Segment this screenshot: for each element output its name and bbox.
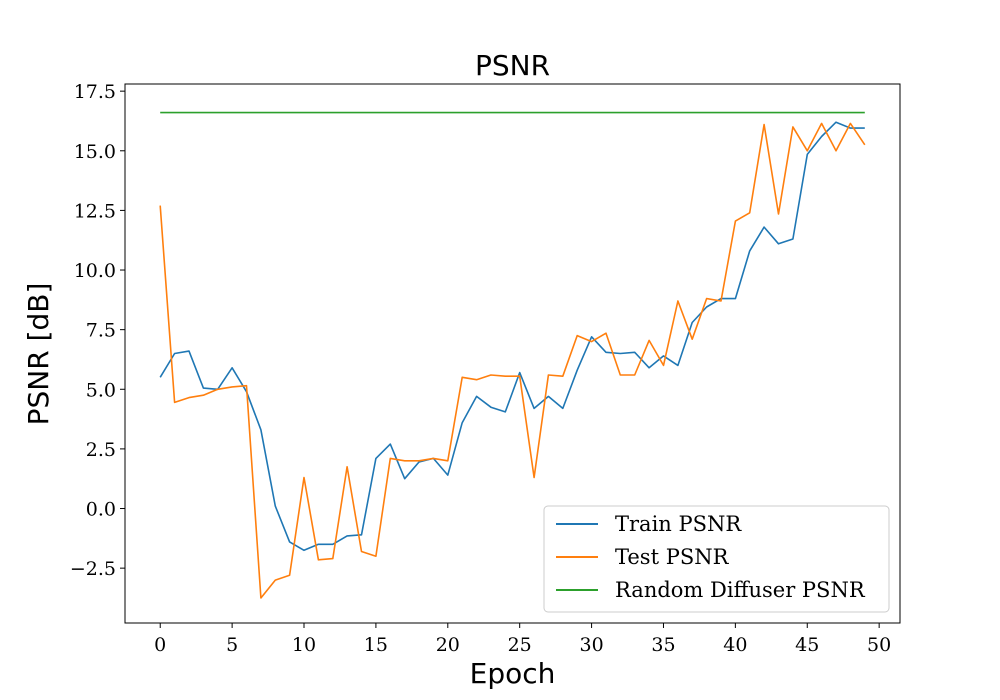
legend: Train PSNR Test PSNR Random Diffuser PSNR [543, 505, 890, 613]
x-tick-label: 25 [508, 634, 532, 656]
y-tick-label: 7.5 [86, 320, 116, 342]
x-tick-label: 15 [364, 634, 388, 656]
legend-label-1: Test PSNR [615, 545, 730, 569]
y-tick-label: 15.0 [74, 141, 116, 163]
y-tick-label: 17.5 [74, 81, 116, 103]
y-tick-label: −2.5 [70, 558, 116, 580]
legend-label-2: Random Diffuser PSNR [615, 578, 866, 602]
y-tick-label: 2.5 [86, 439, 116, 461]
series-lines [159, 111, 866, 599]
y-axis-ticks: −2.5 0.0 2.5 5.0 7.5 10.0 12.5 15.0 17.5 [70, 81, 125, 580]
x-tick-label: 30 [579, 634, 603, 656]
y-axis-label: PSNR [dB] [22, 283, 55, 426]
y-tick-label: 10.0 [74, 260, 116, 282]
x-tick-label: 20 [436, 634, 460, 656]
series-line-0 [159, 121, 865, 552]
x-tick-label: 5 [226, 634, 238, 656]
x-tick-label: 35 [651, 634, 675, 656]
y-tick-label: 5.0 [86, 379, 116, 401]
x-axis-label: Epoch [470, 657, 556, 690]
y-tick-label: 0.0 [86, 499, 116, 521]
series-line-1 [159, 122, 866, 599]
legend-box [543, 505, 890, 613]
x-tick-label: 45 [795, 634, 819, 656]
legend-label-0: Train PSNR [615, 512, 742, 536]
x-tick-label: 10 [292, 634, 316, 656]
plot-area-frame [124, 83, 901, 624]
x-axis-ticks: 0 5 10 15 20 25 30 35 40 45 50 [154, 623, 891, 656]
y-tick-label: 12.5 [74, 200, 116, 222]
x-tick-label: 50 [867, 634, 891, 656]
chart-title: PSNR [475, 49, 550, 82]
x-tick-label: 40 [723, 634, 747, 656]
x-tick-label: 0 [154, 634, 166, 656]
